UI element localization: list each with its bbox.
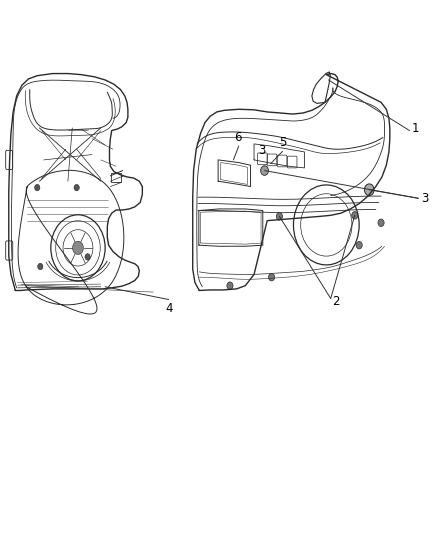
Circle shape [73, 241, 83, 254]
Circle shape [268, 273, 275, 281]
Circle shape [364, 184, 374, 196]
Circle shape [378, 219, 384, 227]
Circle shape [74, 184, 79, 191]
Circle shape [261, 166, 268, 175]
Circle shape [366, 186, 372, 193]
Text: 1: 1 [412, 123, 419, 135]
Circle shape [227, 282, 233, 289]
Circle shape [85, 254, 90, 260]
Text: 2: 2 [332, 295, 339, 308]
Text: 3: 3 [421, 192, 429, 205]
Text: 4: 4 [165, 302, 173, 315]
Circle shape [261, 167, 268, 174]
Circle shape [35, 184, 40, 191]
Text: 3: 3 [258, 144, 265, 157]
Text: 5: 5 [279, 136, 286, 149]
Circle shape [356, 241, 362, 249]
Text: 6: 6 [234, 131, 242, 144]
Circle shape [38, 263, 43, 270]
Circle shape [352, 212, 358, 219]
Circle shape [276, 213, 283, 220]
